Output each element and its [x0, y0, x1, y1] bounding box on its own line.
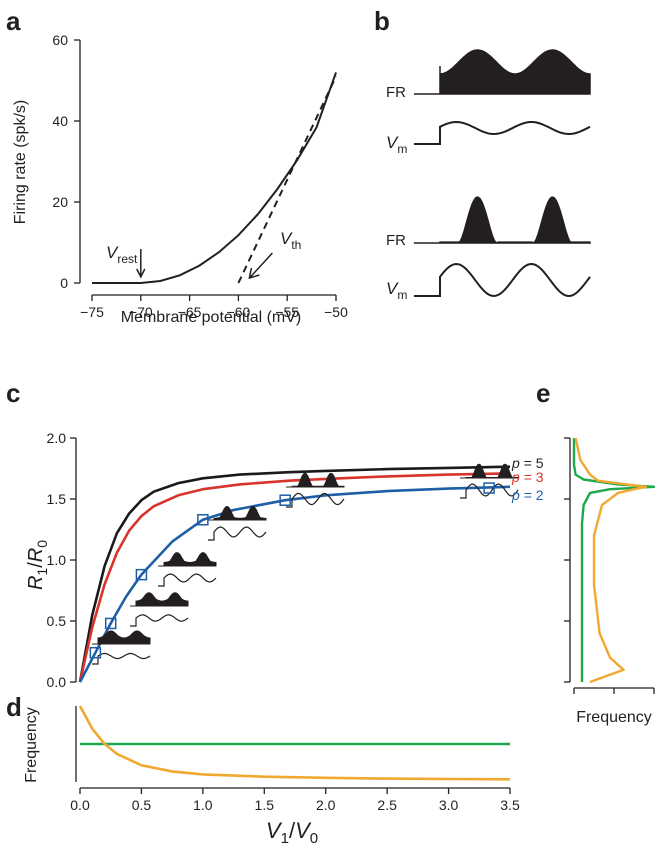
panel-a-letter: a: [6, 6, 21, 36]
panel-c-series-p3: [78, 472, 511, 683]
panel-d-ylabel: Frequency: [23, 707, 40, 783]
panel-d-xtick-label: 2.5: [377, 797, 397, 813]
panel-a-ytick-label: 40: [52, 113, 68, 129]
panel-a-ylabel: Firing rate (spk/s): [12, 100, 29, 224]
panel-d-xtick-label: 2.0: [316, 797, 336, 813]
panel-c-ytick-label: 2.0: [47, 430, 67, 446]
inset-vm-trace: [92, 652, 151, 665]
panel-c-lines: [78, 465, 511, 683]
panel-d-lines: [78, 705, 511, 781]
inset-fr-trace: [286, 473, 345, 488]
panel-a-xtick-label: −75: [80, 304, 104, 320]
panel-c-ytick-label: 0.5: [47, 613, 67, 629]
panel-d-xtick-label: 0.0: [70, 797, 90, 813]
inset-fr-trace: [130, 592, 189, 607]
panel-c-marker: [104, 617, 117, 630]
panel-d-xtick-label: 3.0: [439, 797, 459, 813]
vm-trace-1: [414, 120, 591, 145]
panel-c-chart: 0.0 0.5 1.0 1.5 2.0 p = 5 p = 3 p = 2 R1/R0: [25, 430, 544, 690]
panel-a-xtick-label: −55: [275, 304, 299, 320]
inset-vm-trace: [286, 492, 345, 508]
panel-c-marker: [135, 568, 148, 581]
panel-a-xtick-label: −65: [178, 304, 202, 320]
panel-c-marker: [483, 482, 495, 494]
panel-c-marker: [89, 646, 102, 659]
inset-vm-trace: [208, 526, 267, 541]
panel-c-series-p2: [78, 485, 511, 683]
vrest-label: Vrest: [106, 243, 138, 266]
panel-b-trace-group: [414, 49, 591, 298]
panel-a-annotations: Vrest Vth: [106, 229, 301, 280]
panel-d-letter: d: [6, 692, 22, 722]
panel-a-ytick-label: 0: [60, 275, 68, 291]
panel-e-xlabel: Frequency: [576, 709, 652, 726]
inset-fr-trace: [460, 463, 519, 479]
vm-label-1: Vm: [386, 133, 407, 156]
vth-label: Vth: [280, 229, 301, 252]
inset-vm-trace: [158, 573, 217, 587]
panel-c-series-p5: [78, 465, 511, 683]
fr-trace-1: [414, 49, 591, 95]
panel-d-xtick-label: 1.0: [193, 797, 213, 813]
fr-label-2: FR: [386, 232, 406, 249]
panel-a-xtick-label: −70: [129, 304, 153, 320]
panel-e-series-green: [572, 438, 656, 682]
vrest-arrow-head: [136, 268, 146, 279]
panel-d-xtick-label: 0.5: [132, 797, 152, 813]
panel-a-series-solid: [92, 72, 337, 284]
panel-a-xlabel: Membrane potential (mV): [121, 309, 302, 326]
panel-e-lines: [572, 437, 656, 684]
panel-c-ylabel: R1/R0: [25, 540, 50, 590]
panel-c-ytick-label: 1.5: [47, 491, 67, 507]
panel-a-axes: 0 20 40 60 −75 −70 −65 −60 −55 −50: [52, 32, 348, 320]
panel-a-lines: [92, 72, 337, 284]
panel-e-series-orange: [574, 437, 648, 684]
panel-c-insets: [92, 463, 519, 665]
panel-c-ytick-label: 1.0: [47, 552, 67, 568]
vm-label-2: Vm: [386, 279, 407, 302]
panel-c-marker: [197, 513, 209, 526]
fr-trace-2: [414, 196, 591, 244]
panel-a-ytick-label: 20: [52, 194, 68, 210]
panel-d-xtick-label: 1.5: [255, 797, 275, 813]
vth-arrow-head: [248, 267, 260, 280]
inset-vm-trace: [130, 614, 189, 627]
panel-a-series-dashed: [237, 76, 337, 284]
vm-trace-2: [414, 262, 591, 298]
panel-c-marker: [279, 494, 291, 506]
panel-d-xtick-label: 3.5: [500, 797, 520, 813]
panel-b-letter: b: [374, 6, 390, 36]
panel-e-letter: e: [536, 378, 550, 408]
panel-d-series-orange: [78, 705, 511, 781]
legend-p5: p = 5: [511, 455, 544, 471]
inset-fr-trace: [92, 630, 151, 645]
panel-d-xlabel: V1/V0: [266, 818, 318, 847]
panel-e-chart: Frequency: [564, 437, 656, 726]
panel-c-letter: c: [6, 378, 20, 408]
vth-arrow-shaft: [249, 252, 273, 278]
panel-d-axes: 0.0 0.5 1.0 1.5 2.0 2.5 3.0 3.5: [70, 706, 520, 813]
legend-p2: p = 2: [511, 487, 544, 503]
panel-d-chart: 0.0 0.5 1.0 1.5 2.0 2.5 3.0 3.5 Frequency V1/V0: [23, 705, 520, 847]
panel-b-traces: FR Vm FR Vm: [386, 49, 591, 302]
inset-fr-trace: [208, 506, 267, 521]
fr-label-1: FR: [386, 84, 406, 101]
panel-a-xtick-label: −50: [324, 304, 348, 320]
panel-c-markers: [89, 482, 495, 659]
panel-e-axes: [564, 437, 655, 694]
legend-p3: p = 3: [511, 469, 544, 485]
panel-c-ytick-label: 0.0: [47, 674, 67, 690]
inset-fr-trace: [158, 552, 217, 567]
panel-c-axes: 0.0 0.5 1.0 1.5 2.0: [47, 430, 77, 690]
panel-a-chart: 0 20 40 60 −75 −70 −65 −60 −55 −50 Vrest Vth Memb…: [12, 32, 348, 326]
panel-a-ytick-label: 60: [52, 32, 68, 48]
panel-a-xtick-label: −60: [227, 304, 251, 320]
